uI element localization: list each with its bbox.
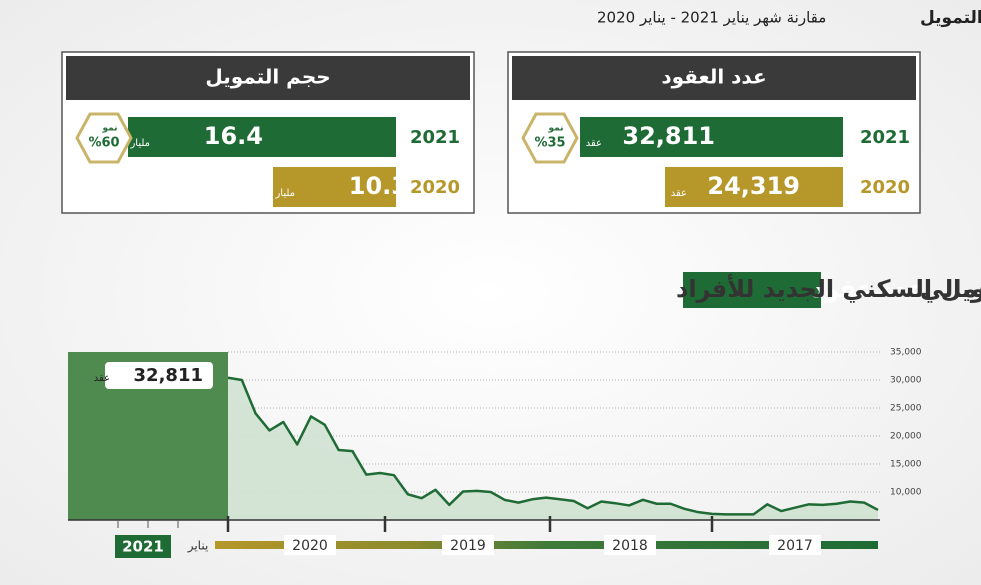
year-label: 2019 [450,538,486,554]
chart-title: إجمالي [920,275,981,303]
year-label: 2017 [777,538,813,554]
year-label-box [604,535,656,555]
annotation-box [105,362,213,389]
row-unit: مليار [274,188,295,199]
annotation-unit: عقد [94,373,110,384]
highlight-year: 2021 [122,538,164,556]
year-label-box [284,535,336,555]
row-unit: مليار [129,138,150,149]
row-unit: عقد [586,138,602,149]
value-bar [273,167,396,207]
y-tick-label: 30,000 [890,376,922,386]
growth-value: %35 [534,136,565,151]
card-title: حجم التمويل [205,65,330,89]
y-tick-label: 20,000 [890,432,922,442]
timeline-bar [215,541,878,549]
value-bar [665,167,843,207]
title-highlight-box [683,272,821,308]
row-value: 24,319 [707,172,800,200]
year-label: 2018 [612,538,648,554]
card-title: عدد العقود [661,65,766,89]
value-bar [580,117,843,157]
row-year: 2020 [410,177,460,198]
annotation-value: 32,811 [134,365,203,386]
growth-label: نمو [101,124,117,134]
row-value: 10.3 [349,172,408,200]
card-header [512,56,916,100]
line [227,376,879,516]
chart-title-end: التمويل السكني الجديد للأفراد [676,274,981,303]
chart-title-highlight: عدد عقود [812,275,924,303]
value-bar [128,117,396,157]
row-year: 2021 [410,127,460,148]
y-tick-label: 10,000 [890,488,922,498]
header-title: النمو في عدد العقود والتمويل [920,8,981,28]
growth-badge [521,112,579,164]
year-label-box [769,535,821,555]
y-tick-label: 35,000 [890,348,922,358]
highlight-year-box [115,535,171,558]
growth-badge [75,112,133,164]
year-label: 2020 [292,538,328,554]
year-label-box [442,535,494,555]
row-unit: عقد [671,188,687,199]
growth-label: نمو [547,124,563,134]
highlight-month: يناير [187,539,209,554]
y-tick-label: 25,000 [890,404,922,414]
row-year: 2020 [860,177,910,198]
row-value: 32,811 [622,122,715,150]
growth-value: %60 [88,136,119,151]
row-value: 16.4 [204,122,263,150]
header-subtitle: مقارنة شهر يناير 2021 - يناير 2020 [597,9,826,27]
row-year: 2021 [860,127,910,148]
area [228,377,878,520]
card-header [66,56,470,100]
y-tick-label: 15,000 [890,460,922,470]
